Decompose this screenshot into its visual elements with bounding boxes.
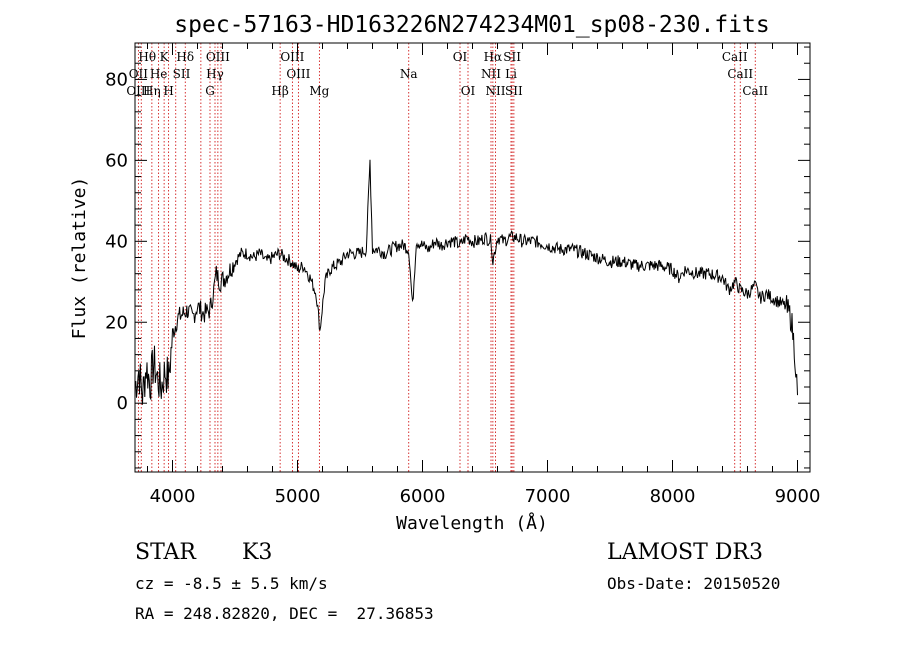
y-tick-label-2: 40 bbox=[105, 231, 128, 252]
series-line-spectrum bbox=[134, 159, 798, 405]
line-label-1: K bbox=[160, 50, 170, 64]
line-label-22: Hβ bbox=[271, 84, 288, 98]
line-label-7: SII bbox=[503, 50, 521, 64]
x-tick-label-4: 8000 bbox=[650, 486, 696, 507]
y-tick-label-4: 80 bbox=[105, 69, 128, 90]
line-label-10: He bbox=[150, 67, 168, 81]
line-label-2: Hδ bbox=[176, 50, 194, 64]
x-tick-label-0: 4000 bbox=[150, 486, 196, 507]
line-label-15: NII bbox=[481, 67, 501, 81]
x-tick-label-2: 6000 bbox=[400, 486, 446, 507]
y-tick-label-3: 60 bbox=[105, 150, 128, 171]
axis-ticks: 4000 5000 6000 7000 8000 9000 0 20 40 60 80 bbox=[105, 43, 820, 507]
line-label-14: Na bbox=[400, 67, 418, 81]
line-label-23: Mg bbox=[309, 84, 329, 98]
line-label-8: CaII bbox=[722, 50, 748, 64]
line-label-20: H bbox=[163, 84, 173, 98]
x-axis-label: Wavelength (Å) bbox=[396, 512, 548, 534]
line-label-3: OIII bbox=[206, 50, 230, 64]
line-label-6: Hα bbox=[484, 50, 503, 64]
x-tick-label-5: 9000 bbox=[775, 486, 821, 507]
line-label-17: CaII bbox=[727, 67, 753, 81]
line-label-19: Hη bbox=[143, 84, 161, 98]
redshift-cz: cz = -8.5 ± 5.5 km/s bbox=[135, 574, 328, 593]
line-label-18: OIII bbox=[126, 84, 150, 98]
y-axis-label: Flux (relative) bbox=[69, 177, 90, 340]
line-label-25: NII bbox=[486, 84, 506, 98]
x-tick-label-1: 5000 bbox=[275, 486, 321, 507]
ra-dec-coordinates: RA = 248.82820, DEC = 27.36853 bbox=[135, 604, 434, 623]
observation-date: Obs-Date: 20150520 bbox=[607, 574, 781, 593]
line-label-11: SII bbox=[173, 67, 191, 81]
object-class: STAR bbox=[135, 540, 196, 565]
line-label-27: CaII bbox=[742, 84, 768, 98]
line-label-16: Li bbox=[505, 67, 517, 81]
survey-name: LAMOST DR3 bbox=[607, 540, 763, 565]
line-label-13: OIII bbox=[286, 67, 310, 81]
spectral-line-markers bbox=[137, 43, 756, 472]
spectrum-chart: spec-57163-HD163226N274234M01_sp08-230.f… bbox=[69, 12, 820, 534]
line-label-12: Hγ bbox=[206, 67, 224, 81]
y-tick-label-1: 20 bbox=[105, 312, 128, 333]
line-label-21: G bbox=[205, 84, 215, 98]
chart-title: spec-57163-HD163226N274234M01_sp08-230.f… bbox=[174, 12, 769, 38]
line-label-5: OI bbox=[453, 50, 468, 64]
spectrum-series bbox=[134, 159, 798, 405]
line-label-26: SII bbox=[505, 84, 523, 98]
line-label-9: OII bbox=[129, 67, 149, 81]
plot-frame bbox=[134, 42, 811, 473]
line-label-24: OI bbox=[461, 84, 476, 98]
y-tick-label-0: 0 bbox=[117, 393, 128, 414]
x-tick-label-3: 7000 bbox=[525, 486, 571, 507]
object-subclass: K3 bbox=[242, 540, 273, 565]
line-label-0: Hθ bbox=[138, 50, 156, 64]
line-label-4: OIII bbox=[280, 50, 304, 64]
